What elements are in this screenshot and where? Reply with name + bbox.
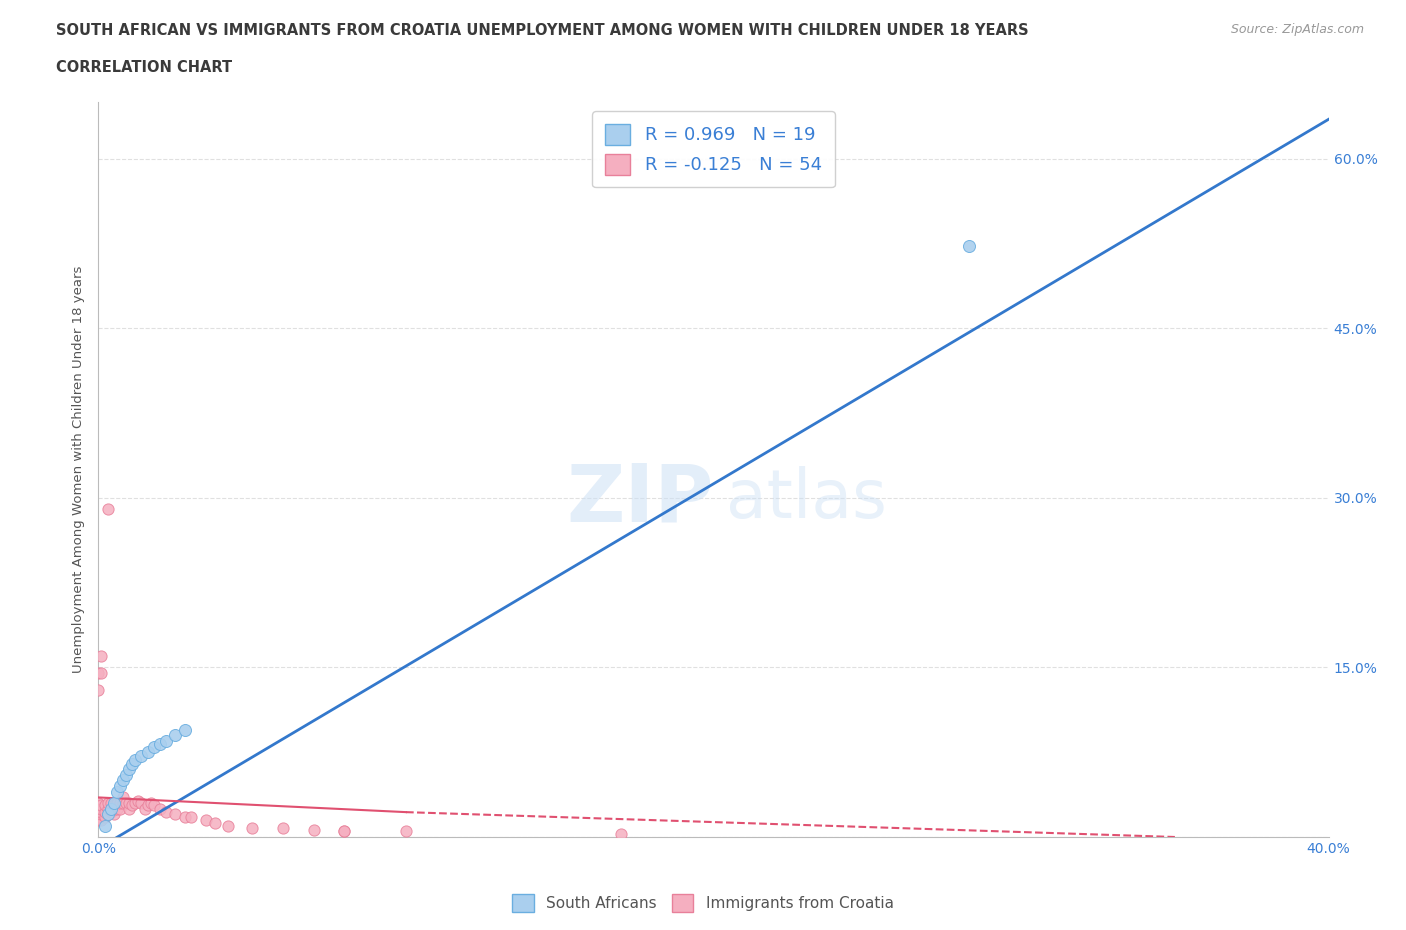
Point xyxy=(155,804,177,819)
Point xyxy=(165,807,187,822)
Point xyxy=(87,809,110,824)
Point xyxy=(124,752,146,767)
Point xyxy=(217,818,239,833)
Point xyxy=(142,739,165,754)
Point xyxy=(105,784,128,799)
Point xyxy=(87,683,110,698)
Point xyxy=(131,748,153,763)
Point xyxy=(136,745,159,760)
Point xyxy=(97,796,120,811)
Point xyxy=(124,796,146,811)
Point xyxy=(139,796,162,811)
Point xyxy=(105,796,128,811)
Point xyxy=(395,824,418,839)
Y-axis label: Unemployment Among Women with Children Under 18 years: Unemployment Among Women with Children U… xyxy=(72,266,86,673)
Point xyxy=(100,804,122,819)
Point xyxy=(173,809,195,824)
Point xyxy=(97,807,120,822)
Point xyxy=(165,728,187,743)
Point xyxy=(173,723,195,737)
Point xyxy=(333,824,356,839)
Point xyxy=(87,796,110,811)
Point xyxy=(87,798,110,813)
Point xyxy=(240,820,263,835)
Point xyxy=(121,798,143,813)
Point xyxy=(90,798,112,813)
Point xyxy=(115,767,138,782)
Point xyxy=(108,802,131,817)
Point xyxy=(90,813,112,828)
Text: SOUTH AFRICAN VS IMMIGRANTS FROM CROATIA UNEMPLOYMENT AMONG WOMEN WITH CHILDREN : SOUTH AFRICAN VS IMMIGRANTS FROM CROATIA… xyxy=(56,23,1029,38)
Point xyxy=(93,798,115,813)
Text: atlas: atlas xyxy=(725,466,887,532)
Point xyxy=(90,649,112,664)
Text: Source: ZipAtlas.com: Source: ZipAtlas.com xyxy=(1230,23,1364,36)
Text: ZIP: ZIP xyxy=(567,460,714,538)
Point xyxy=(103,798,125,813)
Point xyxy=(136,798,159,813)
Point xyxy=(100,802,122,817)
Point xyxy=(90,666,112,681)
Legend: R = 0.969   N = 19, R = -0.125   N = 54: R = 0.969 N = 19, R = -0.125 N = 54 xyxy=(592,112,835,187)
Point xyxy=(103,802,125,817)
Point xyxy=(112,796,135,811)
Point xyxy=(610,826,633,841)
Point xyxy=(87,813,110,828)
Point xyxy=(105,802,128,817)
Point xyxy=(118,802,141,817)
Point xyxy=(108,796,131,811)
Legend: South Africans, Immigrants from Croatia: South Africans, Immigrants from Croatia xyxy=(506,888,900,918)
Point xyxy=(957,238,980,253)
Point xyxy=(103,807,125,822)
Point xyxy=(155,734,177,749)
Point xyxy=(90,804,112,819)
Point xyxy=(131,796,153,811)
Point xyxy=(100,802,122,817)
Point xyxy=(195,813,218,828)
Point xyxy=(180,809,202,824)
Point xyxy=(90,807,112,822)
Point xyxy=(118,796,141,811)
Point xyxy=(90,802,112,817)
Point xyxy=(149,802,172,817)
Point xyxy=(93,809,115,824)
Point xyxy=(121,756,143,771)
Point xyxy=(142,798,165,813)
Point xyxy=(87,666,110,681)
Point xyxy=(97,802,120,817)
Point xyxy=(87,807,110,822)
Point xyxy=(115,796,138,811)
Point xyxy=(87,802,110,817)
Point xyxy=(302,823,325,838)
Point xyxy=(134,802,156,817)
Point xyxy=(112,773,135,788)
Point xyxy=(333,824,356,839)
Point xyxy=(108,778,131,793)
Text: CORRELATION CHART: CORRELATION CHART xyxy=(56,60,232,75)
Point xyxy=(118,762,141,777)
Point xyxy=(112,790,135,804)
Point xyxy=(97,502,120,517)
Point xyxy=(127,793,149,808)
Point xyxy=(100,796,122,811)
Point xyxy=(271,820,294,835)
Point xyxy=(103,796,125,811)
Point xyxy=(87,804,110,819)
Point xyxy=(149,737,172,751)
Point xyxy=(204,816,226,830)
Point xyxy=(97,807,120,822)
Point xyxy=(93,818,115,833)
Point xyxy=(93,804,115,819)
